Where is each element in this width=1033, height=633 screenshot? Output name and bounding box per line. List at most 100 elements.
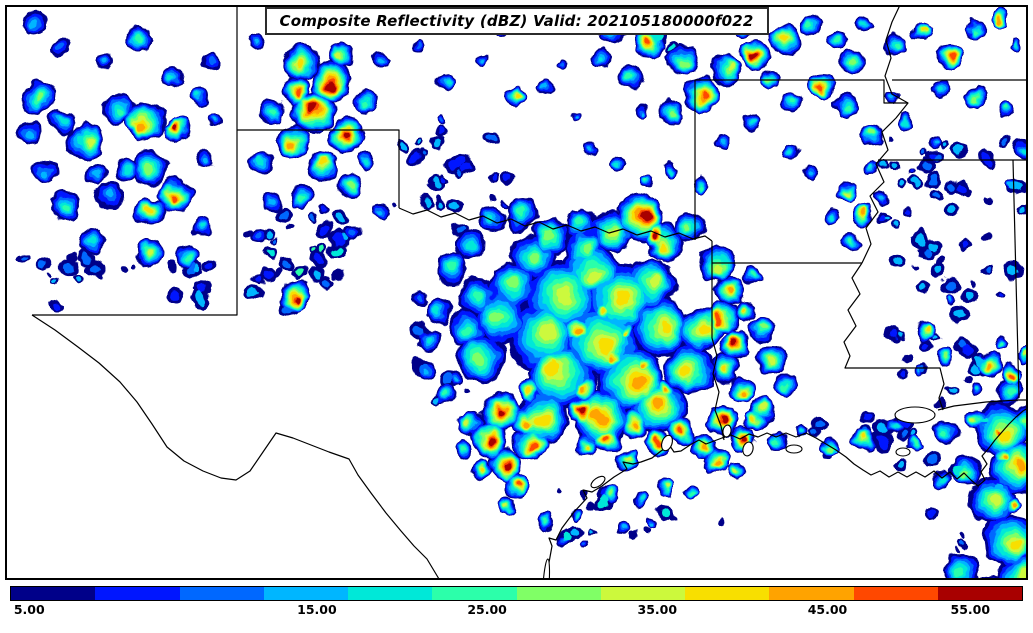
radar-echo <box>311 215 316 221</box>
radar-echo <box>20 255 26 261</box>
radar-echo <box>453 379 458 384</box>
radar-echo <box>848 239 854 244</box>
state-border <box>398 207 713 242</box>
state-borders-layer <box>31 6 1027 580</box>
radar-echo <box>487 436 495 444</box>
radar-echo <box>641 363 646 368</box>
colorbar-tick-label: 55.00 <box>950 602 991 617</box>
radar-echo <box>1008 264 1020 275</box>
radar-echo <box>377 58 384 64</box>
radar-echo <box>731 467 737 472</box>
radar-echo <box>465 386 472 393</box>
radar-echo <box>349 228 355 234</box>
radar-echo <box>665 484 670 489</box>
radar-echo <box>458 447 463 453</box>
radar-echo <box>172 123 178 129</box>
radar-echo <box>61 203 70 211</box>
radar-echo <box>870 162 875 167</box>
radar-echo <box>894 256 904 267</box>
radar-echo <box>516 207 526 217</box>
radar-echo <box>919 283 928 292</box>
radar-echo <box>729 337 736 344</box>
radar-echo <box>516 91 522 97</box>
radar-echo <box>272 267 281 276</box>
radar-echo <box>455 225 463 233</box>
radar-echo <box>890 161 897 168</box>
radar-echo <box>961 530 968 537</box>
radar-echo <box>327 82 336 91</box>
radar-echo <box>713 317 721 325</box>
radar-echo <box>166 261 177 272</box>
radar-echo <box>390 202 395 207</box>
radar-echo <box>75 275 82 282</box>
radar-echo <box>295 267 304 277</box>
radar-echo <box>119 263 128 272</box>
radar-echo <box>641 111 646 116</box>
radar-echo <box>104 190 114 200</box>
radar-echo <box>720 365 727 373</box>
radar-echo <box>911 169 917 175</box>
radar-echo <box>574 216 584 226</box>
radar-echo <box>830 214 835 219</box>
radar-echo <box>921 25 926 30</box>
radar-echo <box>927 241 937 251</box>
radar-echo <box>934 141 939 146</box>
radar-echo <box>933 191 941 199</box>
radar-echo <box>640 497 645 502</box>
radar-echo <box>923 341 931 349</box>
radar-echo <box>1001 140 1008 148</box>
radar-echo <box>169 77 175 83</box>
colorbar-tick-label: 45.00 <box>807 602 848 617</box>
radar-echo <box>488 134 497 143</box>
radar-echo <box>946 353 951 358</box>
radar-echo <box>555 486 561 492</box>
radar-echo <box>741 306 747 312</box>
state-border <box>31 314 441 580</box>
radar-echo <box>1007 374 1012 379</box>
lake <box>722 424 732 438</box>
radar-echo <box>958 340 969 351</box>
radar-echo <box>1001 455 1006 459</box>
radar-echo <box>671 110 678 117</box>
radar-echo <box>583 446 589 451</box>
radar-echo <box>575 328 581 334</box>
radar-echo <box>973 388 978 392</box>
radar-echo <box>544 232 554 242</box>
radar-echo <box>601 436 608 442</box>
radar-echo <box>255 233 261 239</box>
radar-echo <box>935 398 945 409</box>
radar-echo <box>270 238 275 243</box>
radar-echo <box>948 389 955 395</box>
radar-echo <box>959 539 966 545</box>
radar-echo <box>459 164 468 173</box>
radar-echo <box>948 297 952 301</box>
radar-echo <box>970 279 976 286</box>
radar-echo <box>252 37 258 43</box>
radar-echo <box>913 179 920 186</box>
colorbar-tick-label: 15.00 <box>297 602 337 617</box>
radar-echo <box>439 117 444 122</box>
radar-echo <box>844 191 849 196</box>
radar-echo <box>535 415 548 428</box>
radar-echo <box>336 52 343 59</box>
radar-echo <box>679 427 686 433</box>
radar-echo <box>788 96 795 103</box>
radar-echo <box>933 335 938 340</box>
radar-echo <box>117 107 126 116</box>
radar-echo <box>410 152 420 162</box>
radar-echo <box>27 129 36 138</box>
radar-echo <box>661 387 667 392</box>
radar-echo <box>169 291 180 302</box>
radar-echo <box>569 527 579 537</box>
radar-echo <box>444 376 453 385</box>
radar-echo <box>361 100 367 106</box>
colorbar-segment <box>348 587 433 600</box>
radar-echo <box>945 206 954 215</box>
radar-echo <box>55 43 63 51</box>
radar-echo <box>441 177 447 183</box>
radar-echo <box>307 103 317 113</box>
radar-echo <box>910 430 917 437</box>
radar-echo <box>765 79 771 85</box>
radar-echo <box>751 272 757 278</box>
